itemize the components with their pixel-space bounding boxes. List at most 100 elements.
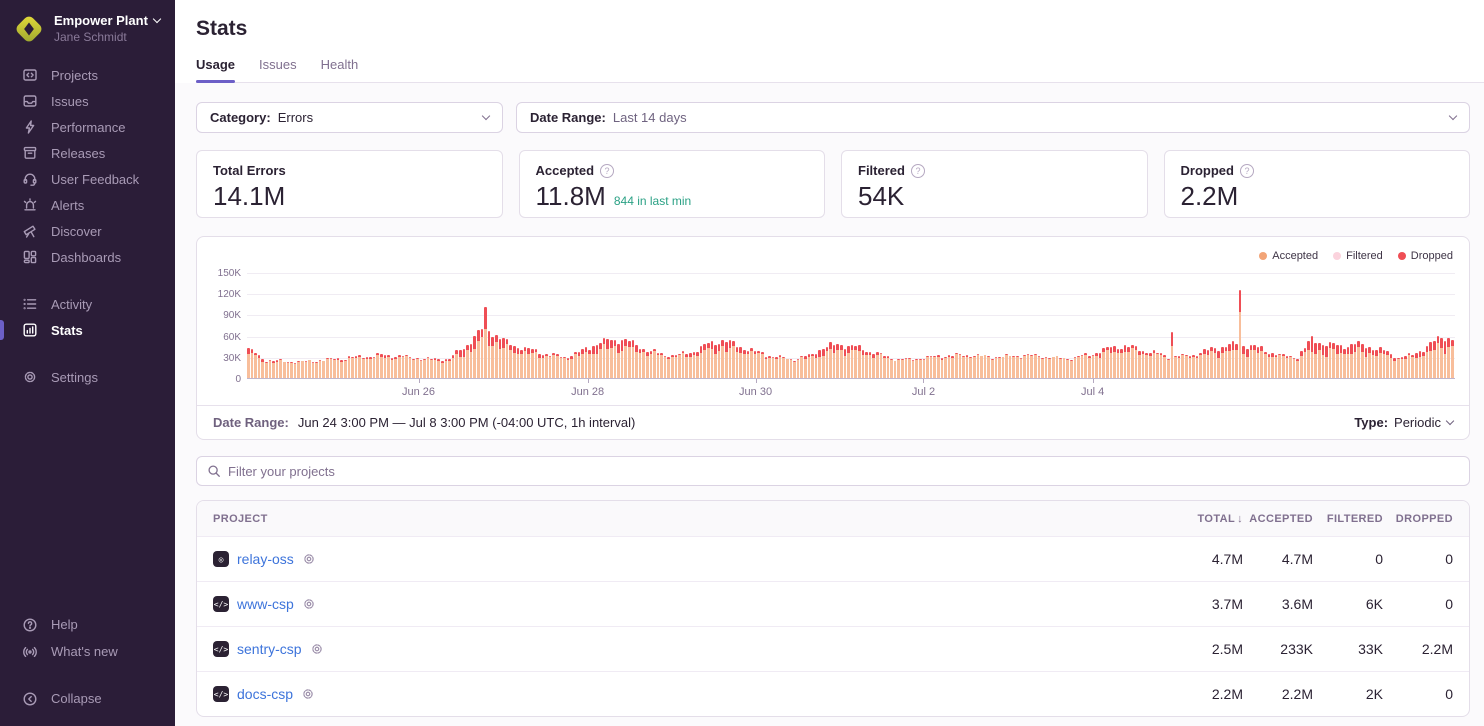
usage-bar[interactable] xyxy=(1271,353,1274,378)
usage-bar[interactable] xyxy=(825,346,829,378)
usage-bar[interactable] xyxy=(980,355,983,378)
usage-bar[interactable] xyxy=(972,356,976,378)
usage-bar[interactable] xyxy=(1332,343,1335,378)
usage-bar[interactable] xyxy=(717,344,721,378)
usage-bar[interactable] xyxy=(951,355,954,378)
usage-bar[interactable] xyxy=(624,339,627,378)
usage-bar[interactable] xyxy=(250,348,254,378)
usage-bar[interactable] xyxy=(1195,356,1199,378)
usage-bar[interactable] xyxy=(444,359,448,378)
usage-bar[interactable] xyxy=(1073,356,1077,378)
usage-bar[interactable] xyxy=(462,348,466,378)
usage-bar[interactable] xyxy=(1113,345,1116,378)
usage-bar[interactable] xyxy=(609,340,613,378)
usage-bar[interactable] xyxy=(376,353,379,378)
usage-bar[interactable] xyxy=(556,354,559,378)
usage-bar[interactable] xyxy=(344,359,347,378)
usage-bar[interactable] xyxy=(1069,359,1073,378)
usage-bar[interactable] xyxy=(804,356,807,378)
usage-bar[interactable] xyxy=(272,360,275,378)
usage-bar[interactable] xyxy=(1400,357,1404,378)
category-select[interactable]: Category: Errors xyxy=(196,102,503,133)
usage-bar[interactable] xyxy=(358,355,361,378)
usage-bar[interactable] xyxy=(308,359,311,378)
usage-bar[interactable] xyxy=(660,352,663,378)
project-settings-gear-icon[interactable] xyxy=(302,597,316,611)
sidebar-item-user-feedback[interactable]: User Feedback xyxy=(0,166,175,192)
usage-bar[interactable] xyxy=(635,344,638,378)
usage-bar[interactable] xyxy=(707,343,710,378)
usage-bar[interactable] xyxy=(1109,347,1113,378)
usage-bar[interactable] xyxy=(994,357,998,378)
usage-bar[interactable] xyxy=(347,356,351,378)
usage-bar[interactable] xyxy=(1321,344,1325,378)
usage-bar[interactable] xyxy=(685,353,689,378)
usage-bar[interactable] xyxy=(1228,344,1231,378)
usage-bar[interactable] xyxy=(1030,354,1034,378)
chart-type-select[interactable]: Type: Periodic xyxy=(1354,415,1455,430)
usage-bar[interactable] xyxy=(487,331,491,378)
project-settings-gear-icon[interactable] xyxy=(301,687,315,701)
usage-bar[interactable] xyxy=(415,358,419,378)
usage-bar[interactable] xyxy=(581,348,584,378)
usage-bar[interactable] xyxy=(1429,341,1432,378)
usage-bar[interactable] xyxy=(1181,353,1184,378)
usage-bar[interactable] xyxy=(491,336,494,378)
usage-bar[interactable] xyxy=(1299,351,1303,378)
usage-bar[interactable] xyxy=(290,362,293,378)
usage-bar[interactable] xyxy=(958,353,962,378)
usage-bar[interactable] xyxy=(592,345,595,378)
usage-bar[interactable] xyxy=(1278,353,1281,378)
usage-bar[interactable] xyxy=(1167,358,1170,378)
project-settings-gear-icon[interactable] xyxy=(310,642,324,656)
usage-bar[interactable] xyxy=(315,362,318,378)
usage-bar[interactable] xyxy=(786,358,789,378)
usage-bar[interactable] xyxy=(494,335,498,378)
usage-bar[interactable] xyxy=(638,348,642,378)
usage-bar[interactable] xyxy=(530,349,534,378)
usage-bar[interactable] xyxy=(451,355,455,378)
usage-bar[interactable] xyxy=(563,356,566,378)
usage-bar[interactable] xyxy=(1256,346,1260,378)
usage-bar[interactable] xyxy=(552,353,556,378)
usage-bar[interactable] xyxy=(1206,349,1210,378)
usage-bar[interactable] xyxy=(1440,338,1443,378)
usage-bar[interactable] xyxy=(1012,356,1016,378)
usage-bar[interactable] xyxy=(1447,338,1450,378)
usage-bar[interactable] xyxy=(1149,353,1152,378)
usage-bar[interactable] xyxy=(724,342,728,378)
usage-bar[interactable] xyxy=(570,356,574,378)
usage-bar[interactable] xyxy=(354,355,358,378)
sidebar-item-settings[interactable]: Settings xyxy=(0,364,175,390)
usage-bar[interactable] xyxy=(257,355,261,378)
usage-bar[interactable] xyxy=(1346,347,1350,378)
usage-bar[interactable] xyxy=(1184,354,1188,378)
usage-bar[interactable] xyxy=(782,356,786,378)
usage-bar[interactable] xyxy=(829,342,832,378)
usage-bar[interactable] xyxy=(757,351,760,378)
usage-bar[interactable] xyxy=(1238,289,1242,378)
sidebar-item-stats[interactable]: Stats xyxy=(0,317,175,343)
usage-bar[interactable] xyxy=(653,349,656,378)
usage-bar[interactable] xyxy=(857,344,861,378)
sidebar-item-what-s-new[interactable]: What's new xyxy=(0,638,175,665)
usage-bar[interactable] xyxy=(1422,351,1425,378)
usage-bar[interactable] xyxy=(1411,354,1414,378)
usage-bar[interactable] xyxy=(577,352,581,378)
usage-bar[interactable] xyxy=(548,355,552,378)
usage-bar[interactable] xyxy=(512,345,516,378)
usage-bar[interactable] xyxy=(286,361,290,378)
usage-bar[interactable] xyxy=(261,359,264,378)
usage-bar[interactable] xyxy=(1425,345,1429,378)
usage-bar[interactable] xyxy=(1418,351,1422,378)
usage-bar[interactable] xyxy=(372,356,376,378)
sidebar-item-collapse[interactable]: Collapse xyxy=(0,685,175,712)
usage-bar[interactable] xyxy=(1026,353,1030,378)
usage-bar[interactable] xyxy=(394,357,397,378)
usage-bar[interactable] xyxy=(1292,358,1296,378)
usage-bar[interactable] xyxy=(929,355,933,378)
usage-bar[interactable] xyxy=(1328,341,1332,378)
usage-bar[interactable] xyxy=(1289,355,1292,378)
legend-item-filtered[interactable]: Filtered xyxy=(1333,250,1383,262)
usage-bar[interactable] xyxy=(1303,347,1307,378)
